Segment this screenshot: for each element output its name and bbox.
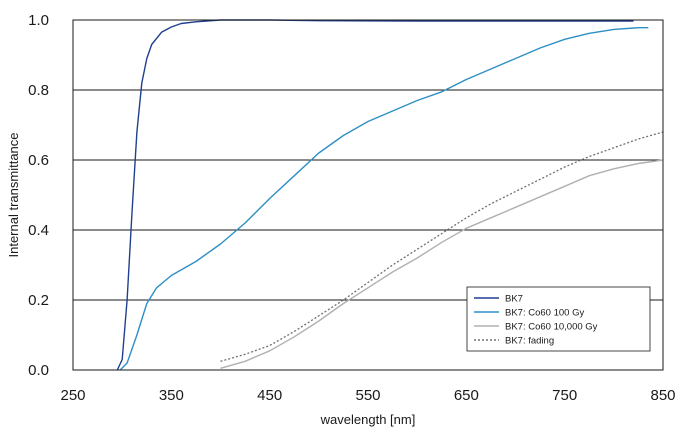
plot-frame — [72, 19, 664, 371]
y-axis-title: Internal transmittance — [6, 132, 21, 257]
y-axis-ticks: 0.0 0.2 0.4 0.6 0.8 1.0 — [28, 12, 49, 379]
y-tick-label: 1.0 — [28, 12, 49, 29]
y-tick-label: 0.6 — [28, 152, 49, 169]
legend-label: BK7: Co60 100 Gy — [505, 308, 584, 319]
x-axis-title: wavelength [nm] — [320, 412, 416, 427]
legend-label: BK7 — [505, 294, 523, 305]
y-tick-label: 0.0 — [28, 362, 49, 379]
x-tick-label: 850 — [650, 387, 675, 404]
x-tick-label: 450 — [257, 387, 282, 404]
legend-label: BK7: Co60 10,000 Gy — [505, 322, 598, 333]
x-tick-label: 750 — [552, 387, 577, 404]
y-tick-label: 0.2 — [28, 292, 49, 309]
legend-box — [466, 286, 651, 352]
x-tick-label: 650 — [454, 387, 479, 404]
y-tick-label: 0.8 — [28, 82, 49, 99]
y-tick-label: 0.4 — [28, 222, 49, 239]
legend: BK7 BK7: Co60 100 Gy BK7: Co60 10,000 Gy BK… — [466, 286, 651, 352]
x-tick-label: 350 — [159, 387, 184, 404]
series-line-2 — [119, 27, 649, 371]
series-line-4 — [220, 131, 664, 362]
x-axis-ticks: 250 350 450 550 650 750 850 — [60, 387, 675, 404]
series-line-3 — [220, 159, 664, 369]
x-tick-label: 250 — [60, 387, 85, 404]
series-line-1 — [116, 19, 634, 371]
legend-label: BK7: fading — [505, 336, 554, 347]
series-layer — [116, 19, 664, 371]
x-tick-label: 550 — [355, 387, 380, 404]
